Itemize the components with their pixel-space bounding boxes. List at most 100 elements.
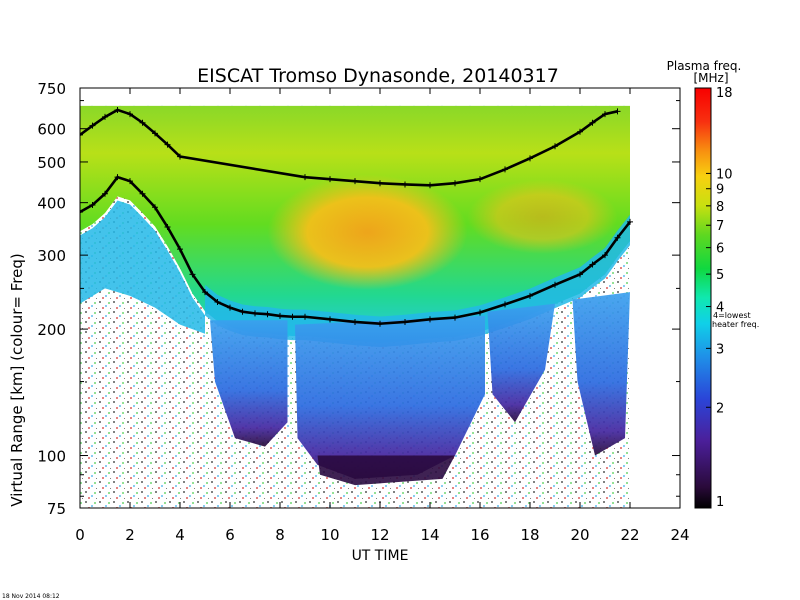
- trace-point: [239, 308, 246, 315]
- trace-point: [139, 190, 146, 197]
- lower-layer-region-4: [572, 292, 630, 456]
- x-tick-label: 10: [320, 526, 339, 544]
- trace-point: [502, 166, 508, 173]
- trace-point: [427, 316, 433, 323]
- trace-point: [402, 318, 408, 325]
- x-tick-label: 16: [470, 526, 489, 544]
- y-tick-label: 75: [47, 500, 66, 518]
- trace-point: [80, 209, 83, 216]
- x-tick-label: 2: [125, 526, 135, 544]
- trace-point: [114, 106, 121, 113]
- x-tick-label: 14: [420, 526, 439, 544]
- trace-point: [89, 201, 96, 208]
- x-axis-label: UT TIME: [352, 548, 409, 564]
- trace-point: [452, 180, 458, 187]
- evening-frequency-region: [467, 179, 618, 254]
- colorbar-tick-label: 6: [716, 242, 724, 257]
- colorbar-tick-label: 7: [716, 219, 724, 234]
- trace-layer: [80, 106, 633, 327]
- lower-layer-region-1: [210, 320, 288, 447]
- trace-point: [302, 174, 308, 181]
- trace-point: [127, 111, 133, 118]
- lower-layer-region-3: [487, 303, 555, 423]
- y-tick-label: 600: [37, 121, 66, 139]
- trace-point: [114, 174, 121, 181]
- trace-point: [164, 224, 171, 231]
- trace-point: [614, 108, 621, 115]
- trace-point: [152, 204, 158, 211]
- trace-point: [89, 122, 96, 129]
- x-tick-label: 18: [520, 526, 539, 544]
- trace-point: [614, 234, 621, 241]
- trace-point: [402, 181, 408, 188]
- trace-point: [327, 176, 333, 183]
- trace-point: [264, 311, 271, 318]
- y-tick-label: 400: [37, 195, 66, 213]
- trace-point: [214, 299, 221, 306]
- colorbar-tick-label: 4: [716, 301, 724, 316]
- trace-point: [352, 178, 358, 185]
- trace-point: [589, 119, 596, 126]
- x-axis: 0 2 4 6 8 10 12 14 16 18 20 22 24: [75, 88, 690, 544]
- trace-point: [289, 313, 296, 320]
- colorbar-unit: [MHz]: [693, 71, 728, 85]
- trace-point: [577, 271, 583, 278]
- x-tick-label: 24: [670, 526, 689, 544]
- trace-point: [452, 314, 458, 321]
- y-tick-label: 300: [37, 247, 66, 265]
- trace-point: [502, 301, 508, 308]
- heatmap-data: [80, 105, 630, 508]
- x-tick-label: 22: [620, 526, 639, 544]
- trace-point: [552, 281, 558, 288]
- x-tick-label: 6: [225, 526, 235, 544]
- trace-point: [102, 113, 108, 120]
- trace-point: [80, 131, 83, 138]
- trace-point: [477, 176, 483, 183]
- colorbar-tick-label: 9: [716, 183, 724, 198]
- high-frequency-region: [267, 174, 468, 290]
- x-tick-label: 20: [570, 526, 589, 544]
- colorbar-tick-label: 8: [716, 200, 724, 215]
- height-trace-1: [80, 175, 632, 326]
- x-tick-label: 12: [370, 526, 389, 544]
- y-axis: 75 100 200 300 400 500 600 750: [37, 80, 680, 518]
- trace-point: [277, 312, 283, 319]
- lower-layer-region-2: [295, 315, 485, 479]
- trace-point: [577, 128, 583, 135]
- colorbar-annotation-2: heater freq.: [712, 320, 759, 329]
- trace-point: [164, 141, 171, 148]
- trace-point: [127, 178, 133, 185]
- trace-point: [302, 313, 308, 320]
- trace-point: [527, 155, 533, 162]
- trace-point: [352, 318, 358, 325]
- transition-band: [80, 200, 630, 348]
- colorbar-tick-label: 18: [716, 86, 733, 101]
- footer-timestamp: 18 Nov 2014 08:12: [2, 593, 60, 600]
- trace-point: [202, 289, 208, 296]
- colorbar-annotation-1: 4=lowest: [713, 311, 751, 320]
- trace-point: [527, 292, 533, 299]
- trace-point: [227, 304, 233, 311]
- colorbar-gradient: [694, 87, 712, 509]
- trace-point: [139, 119, 146, 126]
- trace-point: [602, 252, 608, 259]
- trace-point: [377, 320, 383, 327]
- trace-point: [252, 310, 258, 317]
- lower-layer-base: [317, 455, 455, 486]
- trace-point: [627, 218, 633, 225]
- trace-point: [177, 246, 183, 253]
- trace-point: [477, 309, 483, 316]
- trace-point: [377, 180, 383, 187]
- y-tick-label: 100: [37, 448, 66, 466]
- colorbar-tick-label: 1: [716, 495, 724, 510]
- trace-point: [189, 271, 196, 278]
- trace-point: [327, 316, 333, 323]
- trace-point: [152, 130, 158, 137]
- trace-point: [602, 111, 608, 118]
- trace-point: [589, 261, 596, 268]
- trace-point: [177, 153, 183, 160]
- colorbar-tick-label: 2: [716, 401, 724, 416]
- colorbar-tick-label: 10: [716, 167, 733, 182]
- y-tick-label: 500: [37, 154, 66, 172]
